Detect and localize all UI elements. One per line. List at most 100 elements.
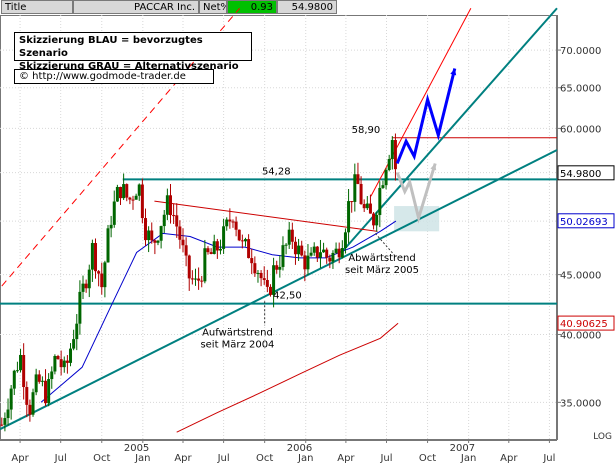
candle-body	[337, 248, 341, 258]
candle-body	[40, 380, 44, 382]
candle-body	[119, 186, 123, 199]
y-tick-label: 35.0000	[560, 398, 601, 409]
candle-body	[334, 248, 338, 253]
candle-body	[178, 226, 182, 240]
candle-body	[59, 359, 63, 368]
candle-body	[340, 248, 344, 258]
candle-body	[22, 355, 26, 388]
candle-body	[297, 245, 301, 255]
candle-body	[78, 291, 82, 324]
annotation-leader	[374, 233, 397, 258]
candle-body	[222, 226, 226, 249]
candle-body	[331, 252, 335, 262]
candle-body	[12, 370, 16, 389]
candle-body	[237, 229, 241, 241]
candle-body	[284, 244, 288, 246]
candle-body	[15, 370, 19, 372]
candle-body	[228, 219, 232, 222]
scenario-blue-path	[395, 68, 457, 165]
x-tick-label: Jul	[54, 453, 67, 464]
candle-body	[315, 246, 319, 258]
price-badge-label: 50.02693	[560, 217, 608, 228]
net-percent-value: 0.93	[227, 0, 277, 14]
last-price: 54.9800	[277, 0, 337, 14]
candle-body	[381, 185, 385, 188]
title-field[interactable]: Title	[1, 0, 73, 14]
candle-body	[25, 387, 29, 405]
trend-label: Aufwärtstrend	[202, 328, 273, 339]
candle-body	[350, 201, 354, 203]
candle-body	[234, 221, 238, 230]
candle-body	[275, 265, 279, 270]
candle-body	[9, 388, 13, 410]
candle-body	[378, 187, 382, 215]
scenario-blue-arrowhead	[450, 68, 457, 76]
candle-body	[47, 379, 51, 404]
candle-body	[318, 252, 322, 258]
trendline	[0, 149, 558, 431]
candle-body	[19, 355, 23, 371]
candle-body	[150, 230, 154, 241]
candles	[0, 133, 397, 432]
x-year-label: 2006	[287, 443, 312, 454]
candle-body	[140, 184, 144, 219]
candle-body	[293, 241, 297, 255]
candle-body	[393, 140, 397, 170]
candle-body	[62, 360, 66, 368]
symbol-name: PACCAR Inc.	[73, 0, 199, 14]
candle-body	[115, 186, 119, 202]
candle-body	[278, 266, 282, 270]
candle-body	[309, 252, 313, 256]
net-percent-label: Net%	[199, 0, 227, 14]
y-tick-label: 60.0000	[560, 124, 601, 135]
x-tick-label: Oct	[419, 453, 436, 464]
candle-body	[372, 213, 376, 226]
moving-averages	[40, 220, 399, 433]
candle-body	[225, 219, 229, 227]
candle-body	[328, 257, 332, 262]
candle-body	[84, 283, 88, 289]
plot-frame	[0, 15, 557, 440]
candle-body	[165, 195, 169, 215]
x-tick-label: Jul	[542, 453, 555, 464]
candle-body	[159, 226, 163, 241]
candle-body	[306, 255, 310, 270]
candle-body	[322, 249, 326, 253]
x-tick-label: Jan	[460, 453, 476, 464]
candle-body	[203, 248, 207, 282]
price-badge-box	[557, 315, 615, 331]
candle-body	[90, 243, 94, 270]
candle-body	[347, 201, 351, 233]
trendline	[370, 8, 472, 197]
axes: 35.000040.000045.000050.000055.000060.00…	[0, 15, 615, 464]
candle-body	[156, 240, 160, 243]
candle-body	[168, 195, 172, 216]
price-badge-label: 40.90625	[560, 319, 608, 330]
candle-body	[290, 229, 294, 242]
scenario-sketches	[395, 68, 457, 224]
x-tick-label: Oct	[93, 453, 110, 464]
candle-body	[300, 245, 304, 256]
y-tick-label: 70.0000	[560, 46, 601, 57]
x-year-label: 2005	[124, 443, 149, 454]
x-tick-label: Jul	[379, 453, 392, 464]
candle-body	[81, 283, 85, 292]
candle-body	[3, 418, 7, 425]
candle-body	[287, 229, 291, 245]
candle-body	[359, 183, 363, 205]
candle-body	[106, 228, 110, 263]
candle-body	[272, 265, 276, 295]
candle-body	[187, 255, 191, 279]
candle-body	[103, 262, 107, 288]
candle-body	[100, 273, 104, 288]
candle-body	[303, 255, 307, 270]
candle-body	[56, 356, 60, 360]
trend-label: seit März 2005	[345, 265, 419, 276]
legend-line-blue: Skizzierung BLAU = bevorzugtes Szenario	[19, 35, 203, 59]
y-tick-label: 45.0000	[560, 271, 601, 282]
candle-body	[262, 278, 266, 281]
candle-body	[75, 323, 79, 340]
candle-body	[247, 239, 251, 259]
trend-label: Abwärtstrend	[348, 253, 415, 264]
